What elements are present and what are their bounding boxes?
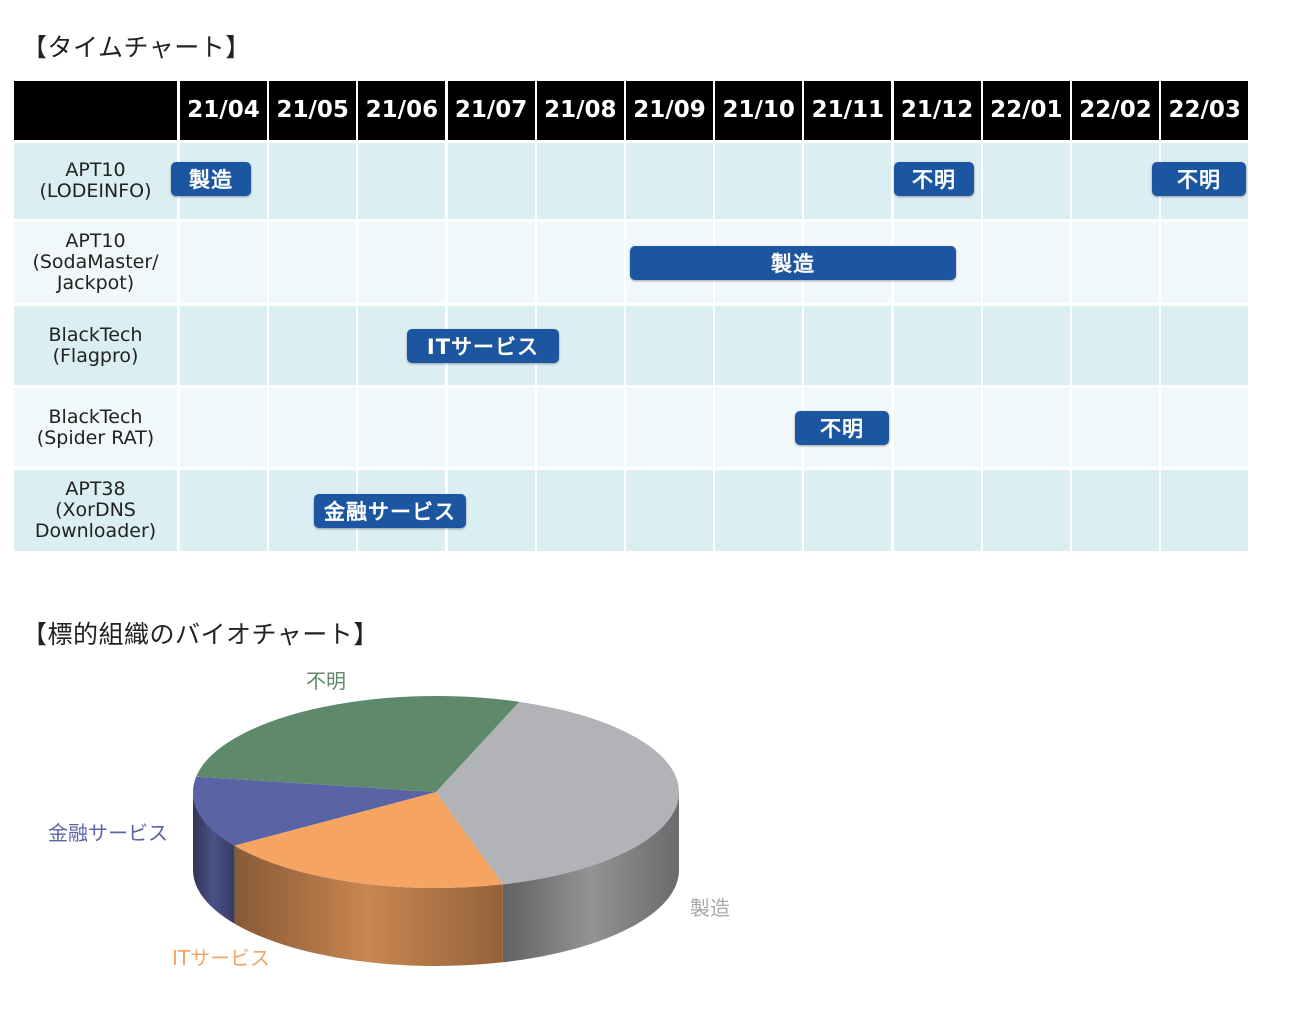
pie-chart-svg: 製造 ITサービス 金融サービス 不明 (48, 669, 730, 970)
pie-chart-title: 【標的組織のバイオチャート】 (22, 620, 379, 649)
month-header: 22/01 (982, 81, 1070, 140)
grid-cell (180, 388, 267, 467)
row-label: APT38 (XorDNS Downloader) (14, 470, 177, 551)
timeline-bar: ITサービス (407, 329, 559, 363)
grid-cell (715, 306, 803, 385)
timeline-title: 【タイムチャート】 (22, 33, 251, 62)
pie-label: 製造 (690, 896, 730, 920)
grid-cell (180, 222, 267, 303)
pie-slice-side (193, 792, 235, 924)
grid-cell (804, 470, 892, 551)
grid-cell (626, 143, 713, 219)
grid-cell (715, 143, 803, 219)
grid-cell (447, 143, 535, 219)
grid-cell (1072, 470, 1159, 551)
pie-slice (193, 776, 436, 846)
pie-slice (234, 792, 503, 888)
timeline-bar: 不明 (1152, 162, 1246, 196)
grid-cell (893, 470, 981, 551)
grid-cell (982, 143, 1070, 219)
grid-cell (536, 143, 624, 219)
month-header: 21/09 (626, 81, 713, 140)
grid-cell (1161, 388, 1249, 467)
grid-cell (626, 388, 713, 467)
timeline-bar: 不明 (894, 162, 974, 196)
row-label: BlackTech (Spider RAT) (14, 388, 177, 467)
pie-slice (196, 696, 520, 792)
timeline-bar: 不明 (795, 411, 889, 445)
grid-cell (982, 388, 1070, 467)
month-header: 21/12 (893, 81, 981, 140)
pie-slice-side (502, 792, 679, 963)
row-label: BlackTech (Flagpro) (14, 306, 177, 385)
month-header: 21/05 (269, 81, 357, 140)
grid-cell (269, 388, 357, 467)
grid-cell (536, 470, 624, 551)
grid-cell (269, 143, 357, 219)
month-header: 21/08 (536, 81, 624, 140)
grid-cell (715, 470, 803, 551)
pie-label: 不明 (306, 669, 346, 693)
grid-cell (715, 388, 803, 467)
grid-cell (358, 222, 446, 303)
grid-cell (536, 388, 624, 467)
header-corner (14, 81, 177, 140)
row-label: APT10 (LODEINFO) (14, 143, 177, 219)
grid-cell (982, 470, 1070, 551)
grid-cell (1072, 143, 1159, 219)
timeline-bar: 製造 (630, 246, 956, 280)
pie-label: ITサービス (172, 946, 270, 970)
timeline-chart: 21/04 21/05 21/06 21/07 21/08 21/09 21/10 21/11… (14, 81, 1252, 551)
grid-cell (1072, 388, 1159, 467)
pie-slice-side (234, 845, 503, 966)
grid-cell (1072, 306, 1159, 385)
month-header: 21/10 (715, 81, 803, 140)
grid-cell (626, 470, 713, 551)
grid-cell (626, 306, 713, 385)
month-header: 22/02 (1072, 81, 1159, 140)
pie-slice (436, 701, 679, 885)
grid-cell (447, 222, 535, 303)
grid-cell (1161, 470, 1249, 551)
grid-cell (269, 222, 357, 303)
grid-cell (180, 306, 267, 385)
grid-cell (1161, 222, 1249, 303)
grid-cell (893, 388, 981, 467)
row-label: APT10 (SodaMaster/ Jackpot) (14, 222, 177, 303)
timeline-bar: 製造 (171, 162, 251, 196)
month-header: 22/03 (1161, 81, 1249, 140)
timeline-bar: 金融サービス (314, 494, 466, 528)
grid-cell (358, 388, 446, 467)
grid-cell (1072, 222, 1159, 303)
grid-cell (269, 306, 357, 385)
month-header: 21/04 (180, 81, 267, 140)
grid-cell (804, 306, 892, 385)
grid-cell (536, 222, 624, 303)
pie-chart: 製造 ITサービス 金融サービス 不明 (0, 640, 800, 1020)
grid-cell (1161, 306, 1249, 385)
grid-cell (180, 470, 267, 551)
month-header: 21/07 (447, 81, 535, 140)
month-header: 21/06 (358, 81, 446, 140)
grid-cell (358, 143, 446, 219)
grid-cell (893, 306, 981, 385)
grid-cell (804, 143, 892, 219)
pie-label: 金融サービス (48, 821, 168, 845)
grid-cell (982, 306, 1070, 385)
month-header: 21/11 (804, 81, 892, 140)
grid-cell (447, 388, 535, 467)
grid-cell (982, 222, 1070, 303)
